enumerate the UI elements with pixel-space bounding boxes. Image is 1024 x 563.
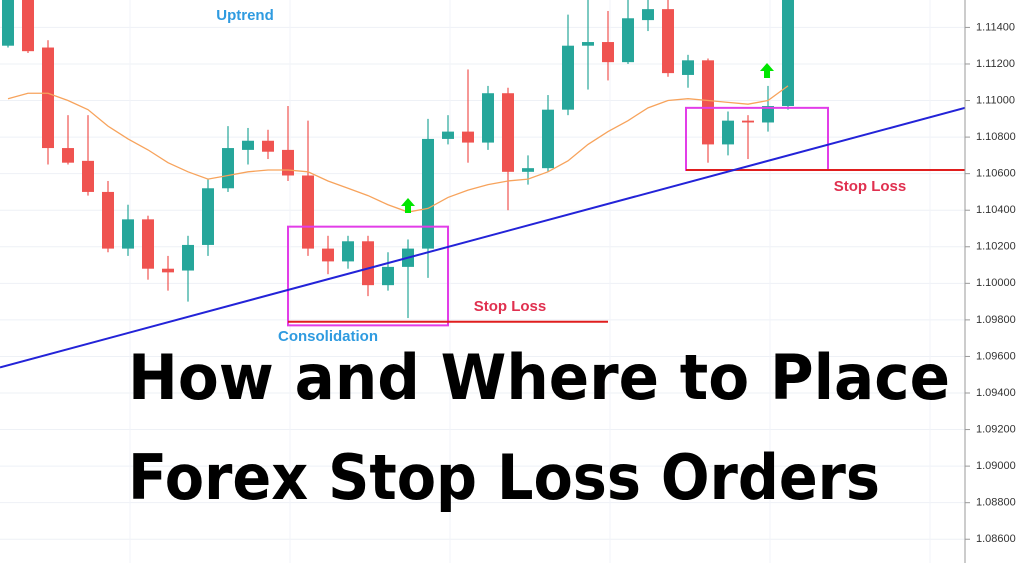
y-tick-label: 1.11000 [976, 94, 1015, 106]
candle-body [542, 109, 554, 169]
candle-body [82, 160, 94, 192]
annotation: Consolidation [278, 328, 378, 345]
candle-body [582, 42, 594, 46]
consolidation-box [287, 225, 449, 327]
candle-body [342, 241, 354, 262]
y-tick-label: 1.10200 [976, 241, 1016, 253]
y-tick-label: 1.09000 [976, 460, 1016, 472]
y-tick-label: 1.11400 [976, 21, 1015, 33]
candle-body [62, 148, 74, 163]
y-tick-label: 1.08600 [976, 533, 1016, 545]
y-tick-label: 1.11200 [976, 58, 1015, 70]
candle-body [462, 131, 474, 143]
candle-body [422, 138, 434, 249]
candle-body [142, 219, 154, 269]
y-tick-label: 1.08800 [976, 497, 1016, 509]
y-tick-label: 1.09200 [976, 423, 1016, 435]
headline: How and Where to Place [128, 341, 950, 414]
candle-body [642, 9, 654, 21]
candle-body [762, 106, 774, 123]
y-tick-label: 1.10400 [976, 204, 1016, 216]
candle-body [682, 60, 694, 75]
candle-body [322, 248, 334, 262]
candle-body [702, 60, 714, 145]
stop-loss-label: Stop Loss [834, 178, 907, 195]
candle-body [442, 131, 454, 139]
candle-body [602, 42, 614, 63]
candle-body [302, 175, 314, 249]
stop-loss-label: Stop Loss [474, 298, 547, 315]
up-arrow [760, 63, 774, 78]
headline: Forex Stop Loss Orders [128, 441, 880, 514]
candle-body [382, 266, 394, 286]
candle-body [622, 18, 634, 63]
y-tick-label: 1.09400 [976, 387, 1016, 399]
candle-body [562, 45, 574, 110]
y-tick-label: 1.10600 [976, 168, 1016, 180]
candle-body [662, 9, 674, 74]
candle-body [262, 140, 274, 152]
plot-area [0, 0, 965, 369]
candle-body [2, 0, 14, 46]
candle-body [122, 219, 134, 249]
candle-body [362, 241, 374, 286]
y-tick-label: 1.09800 [976, 314, 1016, 326]
candle-body [22, 0, 34, 52]
candle-body [102, 191, 114, 249]
candle-body [42, 47, 54, 149]
candle-body [482, 93, 494, 143]
up-arrow [401, 198, 415, 213]
trendline [0, 106, 965, 369]
candle-body [242, 140, 254, 150]
annotation: Uptrend [216, 7, 274, 24]
candle-body [722, 120, 734, 145]
candle-body [502, 93, 514, 172]
candle-body [522, 168, 534, 172]
y-tick-label: 1.10000 [976, 277, 1016, 289]
candle-body [202, 188, 214, 245]
candle-body [222, 148, 234, 189]
y-tick-label: 1.09600 [976, 350, 1016, 362]
candle-body [742, 120, 754, 123]
y-tick-label: 1.10800 [976, 131, 1016, 143]
axis-labels: 1.08600 1.08800 1.09000 1.09200 1.09400 1.096… [965, 21, 1016, 545]
candle-body [162, 268, 174, 273]
moving-average [7, 85, 789, 213]
candle-body [282, 149, 294, 176]
candle-body [182, 244, 194, 271]
candle-body [782, 0, 794, 107]
